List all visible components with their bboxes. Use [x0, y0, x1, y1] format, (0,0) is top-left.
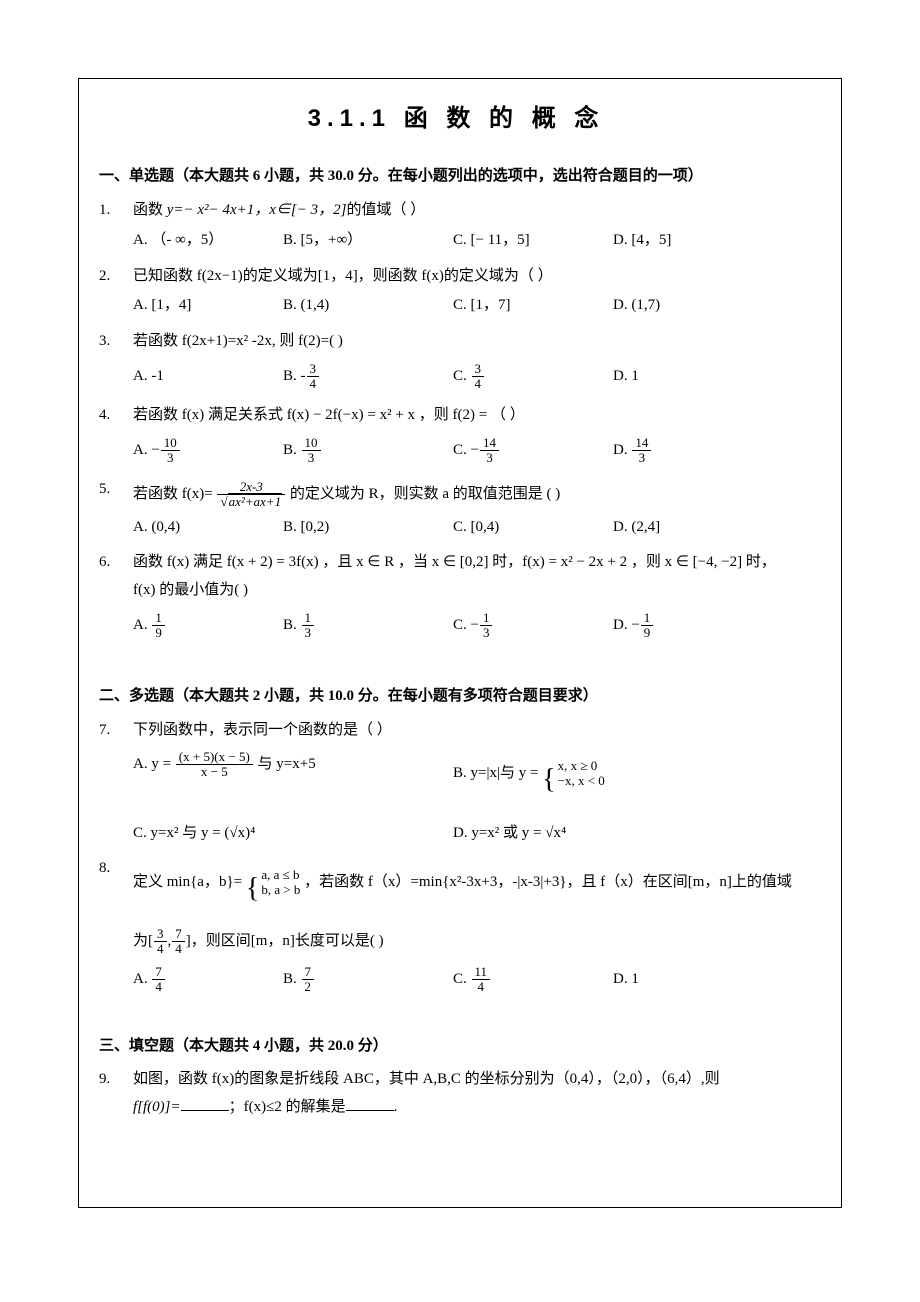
- q4-options: A. −103 B. 103 C. −143 D. 143: [133, 432, 813, 468]
- question-8: 8. 定义 min{a，b}= {a, a ≤ bb, a > b ，若函数 f…: [99, 855, 813, 1002]
- q2-opt-c: C. [1，7]: [453, 292, 613, 320]
- q9-stem-line2: f[f(0)]=；f(x)≤2 的解集是.: [133, 1094, 813, 1122]
- q2-stem: 已知函数 f(2x−1)的定义域为[1，4]，则函数 f(x)的定义域为（ ）: [133, 263, 813, 291]
- q2-opt-a: A. [1，4]: [133, 292, 283, 320]
- q7-options-row1: A. y = (x + 5)(x − 5)x − 5 与 y=x+5 B. y=…: [133, 746, 813, 813]
- q8-stem-line1: 定义 min{a，b}= {a, a ≤ bb, a > b ，若函数 f（x）…: [133, 855, 813, 922]
- q6-opt-c: C. −13: [453, 607, 613, 643]
- section-2-head: 二、多选题（本大题共 2 小题，共 10.0 分。在每小题有多项符合题目要求）: [99, 683, 813, 711]
- sheet-border: 3.1.1 函 数 的 概 念 一、单选题（本大题共 6 小题，共 30.0 分…: [78, 78, 842, 1208]
- q8-options: A. 74 B. 72 C. 114 D. 1: [133, 961, 813, 997]
- q9-number: 9.: [99, 1066, 133, 1094]
- q2-opt-b: B. (1,4): [283, 292, 453, 320]
- q3-options: A. -1 B. -34 C. 34 D. 1: [133, 358, 813, 394]
- q5-stem: 若函数 f(x)= 2x-3 √ax²+ax+1 的定义域为 R，则实数 a 的…: [133, 476, 813, 512]
- q5-options: A. (0,4) B. [0,2) C. [0,4) D. (2,4]: [133, 514, 813, 542]
- question-6: 6. 函数 f(x) 满足 f(x + 2) = 3f(x) ，且 x ∈ R …: [99, 549, 813, 649]
- q7-options-row2: C. y=x² 与 y = (√x)⁴ D. y=x² 或 y = √x⁴: [133, 820, 813, 848]
- q8-opt-c: C. 114: [453, 961, 613, 997]
- page: 3.1.1 函 数 的 概 念 一、单选题（本大题共 6 小题，共 30.0 分…: [0, 0, 920, 1302]
- q3-opt-b: B. -34: [283, 358, 453, 394]
- fill-blank-2: [346, 1095, 394, 1111]
- q9-stem-line1: 如图，函数 f(x)的图象是折线段 ABC，其中 A,B,C 的坐标分别为（0,…: [133, 1066, 813, 1094]
- q8-opt-d: D. 1: [613, 961, 753, 997]
- q1-stem: 函数 y=− x²− 4x+1，x∈[− 3，2]的值域（ ）: [133, 197, 813, 225]
- q6-stem-line2: f(x) 的最小值为( ): [133, 577, 813, 605]
- q5-fraction: 2x-3 √ax²+ax+1: [217, 480, 285, 509]
- section-3-head: 三、填空题（本大题共 4 小题，共 20.0 分）: [99, 1033, 813, 1061]
- q2-number: 2.: [99, 263, 133, 291]
- q1-opt-b: B. [5，+∞）: [283, 227, 453, 255]
- q1-opt-a: A. （- ∞，5）: [133, 227, 283, 255]
- q3-stem: 若函数 f(2x+1)=x² -2x, 则 f(2)=( ): [133, 328, 813, 356]
- q6-opt-a: A. 19: [133, 607, 283, 643]
- q3-opt-d: D. 1: [613, 358, 753, 394]
- q5-number: 5.: [99, 476, 133, 504]
- q7-opt-a: A. y = (x + 5)(x − 5)x − 5 与 y=x+5: [133, 746, 453, 813]
- q1-opt-c: C. [− 11，5]: [453, 227, 613, 255]
- q4-number: 4.: [99, 402, 133, 430]
- question-1: 1. 函数 y=− x²− 4x+1，x∈[− 3，2]的值域（ ） A. （-…: [99, 197, 813, 261]
- question-3: 3. 若函数 f(2x+1)=x² -2x, 则 f(2)=( ) A. -1 …: [99, 328, 813, 400]
- q5-opt-d: D. (2,4]: [613, 514, 753, 542]
- q4-stem: 若函数 f(x) 满足关系式 f(x) − 2f(−x) = x² + x ，则…: [133, 402, 813, 430]
- question-5: 5. 若函数 f(x)= 2x-3 √ax²+ax+1 的定义域为 R，则实数 …: [99, 476, 813, 548]
- q7-number: 7.: [99, 717, 133, 745]
- doc-title: 3.1.1 函 数 的 概 念: [99, 97, 813, 141]
- q3-opt-c: C. 34: [453, 358, 613, 394]
- q4-opt-d: D. 143: [613, 432, 753, 468]
- q6-number: 6.: [99, 549, 133, 577]
- q6-opt-b: B. 13: [283, 607, 453, 643]
- q6-stem-line1: 函数 f(x) 满足 f(x + 2) = 3f(x) ，且 x ∈ R ，当 …: [133, 549, 813, 577]
- question-7: 7. 下列函数中，表示同一个函数的是（ ） A. y = (x + 5)(x −…: [99, 717, 813, 854]
- q8-opt-a: A. 74: [133, 961, 283, 997]
- q2-options: A. [1，4] B. (1,4) C. [1，7] D. (1,7): [133, 292, 813, 320]
- q5-opt-b: B. [0,2): [283, 514, 453, 542]
- q7-stem: 下列函数中，表示同一个函数的是（ ）: [133, 717, 813, 745]
- q3-opt-a: A. -1: [133, 358, 283, 394]
- q1-options: A. （- ∞，5） B. [5，+∞） C. [− 11，5] D. [4，5…: [133, 227, 813, 255]
- q1-opt-d: D. [4，5]: [613, 227, 753, 255]
- q5-opt-c: C. [0,4): [453, 514, 613, 542]
- question-4: 4. 若函数 f(x) 满足关系式 f(x) − 2f(−x) = x² + x…: [99, 402, 813, 474]
- question-9: 9. 如图，函数 f(x)的图象是折线段 ABC，其中 A,B,C 的坐标分别为…: [99, 1066, 813, 1122]
- q7-opt-c: C. y=x² 与 y = (√x)⁴: [133, 820, 453, 848]
- q3-number: 3.: [99, 328, 133, 356]
- q8-number: 8.: [99, 855, 133, 883]
- q8-opt-b: B. 72: [283, 961, 453, 997]
- q6-opt-d: D. −19: [613, 607, 753, 643]
- q7-opt-b: B. y=|x|与 y = {x, x ≥ 0−x, x < 0: [453, 746, 773, 813]
- q4-opt-c: C. −143: [453, 432, 613, 468]
- section-1-head: 一、单选题（本大题共 6 小题，共 30.0 分。在每小题列出的选项中，选出符合…: [99, 163, 813, 191]
- q4-opt-a: A. −103: [133, 432, 283, 468]
- q7-opt-d: D. y=x² 或 y = √x⁴: [453, 820, 773, 848]
- q8-stem-line2: 为[34,74]，则区间[m，n]长度可以是( ): [133, 923, 813, 959]
- question-2: 2. 已知函数 f(2x−1)的定义域为[1，4]，则函数 f(x)的定义域为（…: [99, 263, 813, 327]
- q6-options: A. 19 B. 13 C. −13 D. −19: [133, 607, 813, 643]
- q4-opt-b: B. 103: [283, 432, 453, 468]
- q2-opt-d: D. (1,7): [613, 292, 753, 320]
- q1-number: 1.: [99, 197, 133, 225]
- q5-opt-a: A. (0,4): [133, 514, 283, 542]
- fill-blank-1: [181, 1095, 229, 1111]
